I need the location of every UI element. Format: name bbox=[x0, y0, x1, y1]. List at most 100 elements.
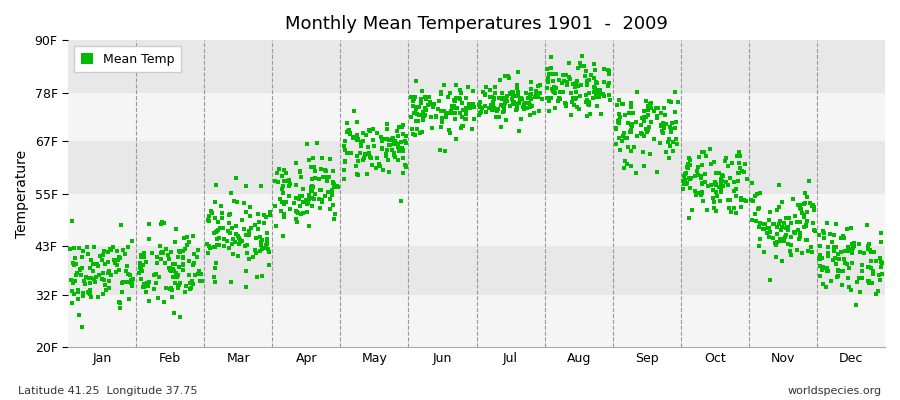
Point bbox=[237, 200, 251, 206]
Point bbox=[121, 271, 135, 277]
Point bbox=[110, 248, 124, 254]
Point bbox=[721, 197, 735, 204]
Point bbox=[784, 242, 798, 248]
Point bbox=[299, 197, 313, 203]
Point bbox=[260, 236, 274, 242]
Point bbox=[708, 181, 723, 188]
Point bbox=[868, 258, 883, 264]
Point bbox=[563, 76, 578, 82]
Point bbox=[587, 89, 601, 96]
Point bbox=[714, 184, 728, 191]
Point bbox=[655, 130, 670, 136]
Point bbox=[439, 110, 454, 116]
Point bbox=[688, 188, 703, 194]
Point bbox=[140, 289, 154, 296]
Point bbox=[212, 242, 226, 248]
Point bbox=[276, 183, 291, 189]
Bar bbox=[68, 246, 885, 294]
Point bbox=[820, 268, 834, 274]
Point bbox=[158, 246, 173, 252]
Point bbox=[753, 220, 768, 226]
Point bbox=[801, 247, 815, 254]
Point bbox=[375, 138, 390, 145]
Point bbox=[676, 178, 690, 184]
Point bbox=[611, 119, 625, 125]
Point bbox=[533, 90, 547, 96]
Point bbox=[341, 129, 356, 136]
Point bbox=[290, 208, 304, 215]
Point bbox=[63, 246, 77, 252]
Point bbox=[420, 102, 435, 108]
Point bbox=[862, 264, 877, 270]
Point bbox=[579, 98, 593, 105]
Point bbox=[761, 225, 776, 231]
Point bbox=[583, 72, 598, 78]
Point bbox=[800, 194, 814, 200]
Point bbox=[529, 90, 544, 97]
Point bbox=[369, 165, 383, 172]
Point bbox=[132, 270, 147, 276]
Point bbox=[478, 103, 492, 110]
Point bbox=[171, 254, 185, 260]
Point bbox=[405, 131, 419, 138]
Point bbox=[409, 118, 423, 124]
Point bbox=[387, 150, 401, 156]
Point bbox=[86, 244, 101, 250]
Point bbox=[680, 164, 695, 170]
Point bbox=[852, 275, 867, 282]
Point bbox=[602, 92, 616, 99]
Point bbox=[815, 265, 830, 271]
Point bbox=[216, 225, 230, 231]
Point bbox=[583, 110, 598, 117]
Point bbox=[339, 150, 354, 156]
Point bbox=[860, 222, 874, 228]
Point bbox=[444, 110, 458, 116]
Point bbox=[413, 96, 428, 102]
Point bbox=[724, 174, 738, 181]
Point bbox=[92, 272, 106, 278]
Text: Latitude 41.25  Longitude 37.75: Latitude 41.25 Longitude 37.75 bbox=[18, 386, 197, 396]
Point bbox=[109, 269, 123, 275]
Point bbox=[338, 146, 352, 153]
Point bbox=[832, 256, 846, 263]
Point bbox=[148, 271, 163, 277]
Point bbox=[328, 184, 342, 190]
Point bbox=[414, 100, 428, 106]
Point bbox=[167, 280, 182, 286]
Point bbox=[670, 99, 685, 105]
Point bbox=[831, 268, 845, 274]
Point bbox=[248, 222, 262, 228]
Point bbox=[821, 244, 835, 251]
Point bbox=[500, 117, 514, 124]
Point bbox=[491, 106, 506, 112]
Point bbox=[483, 93, 498, 100]
Point bbox=[294, 211, 309, 217]
Point bbox=[531, 94, 545, 100]
Point bbox=[861, 278, 876, 284]
Point bbox=[804, 244, 818, 250]
Point bbox=[326, 168, 340, 175]
Point bbox=[516, 104, 530, 110]
Point bbox=[122, 296, 136, 302]
Point bbox=[255, 237, 269, 243]
Point bbox=[798, 222, 813, 229]
Point bbox=[399, 164, 413, 170]
Point bbox=[358, 132, 373, 138]
Point bbox=[137, 249, 151, 256]
Point bbox=[192, 268, 206, 274]
Point bbox=[258, 214, 273, 220]
Point bbox=[734, 195, 748, 202]
Point bbox=[380, 136, 394, 142]
Point bbox=[276, 232, 291, 239]
Point bbox=[649, 104, 663, 111]
Point bbox=[222, 211, 237, 218]
Point bbox=[107, 256, 122, 263]
Point bbox=[544, 54, 559, 60]
Point bbox=[727, 205, 742, 212]
Point bbox=[641, 103, 655, 109]
Point bbox=[289, 208, 303, 214]
Point bbox=[770, 207, 784, 214]
Point bbox=[600, 67, 615, 74]
Point bbox=[390, 140, 404, 146]
Point bbox=[380, 121, 394, 127]
